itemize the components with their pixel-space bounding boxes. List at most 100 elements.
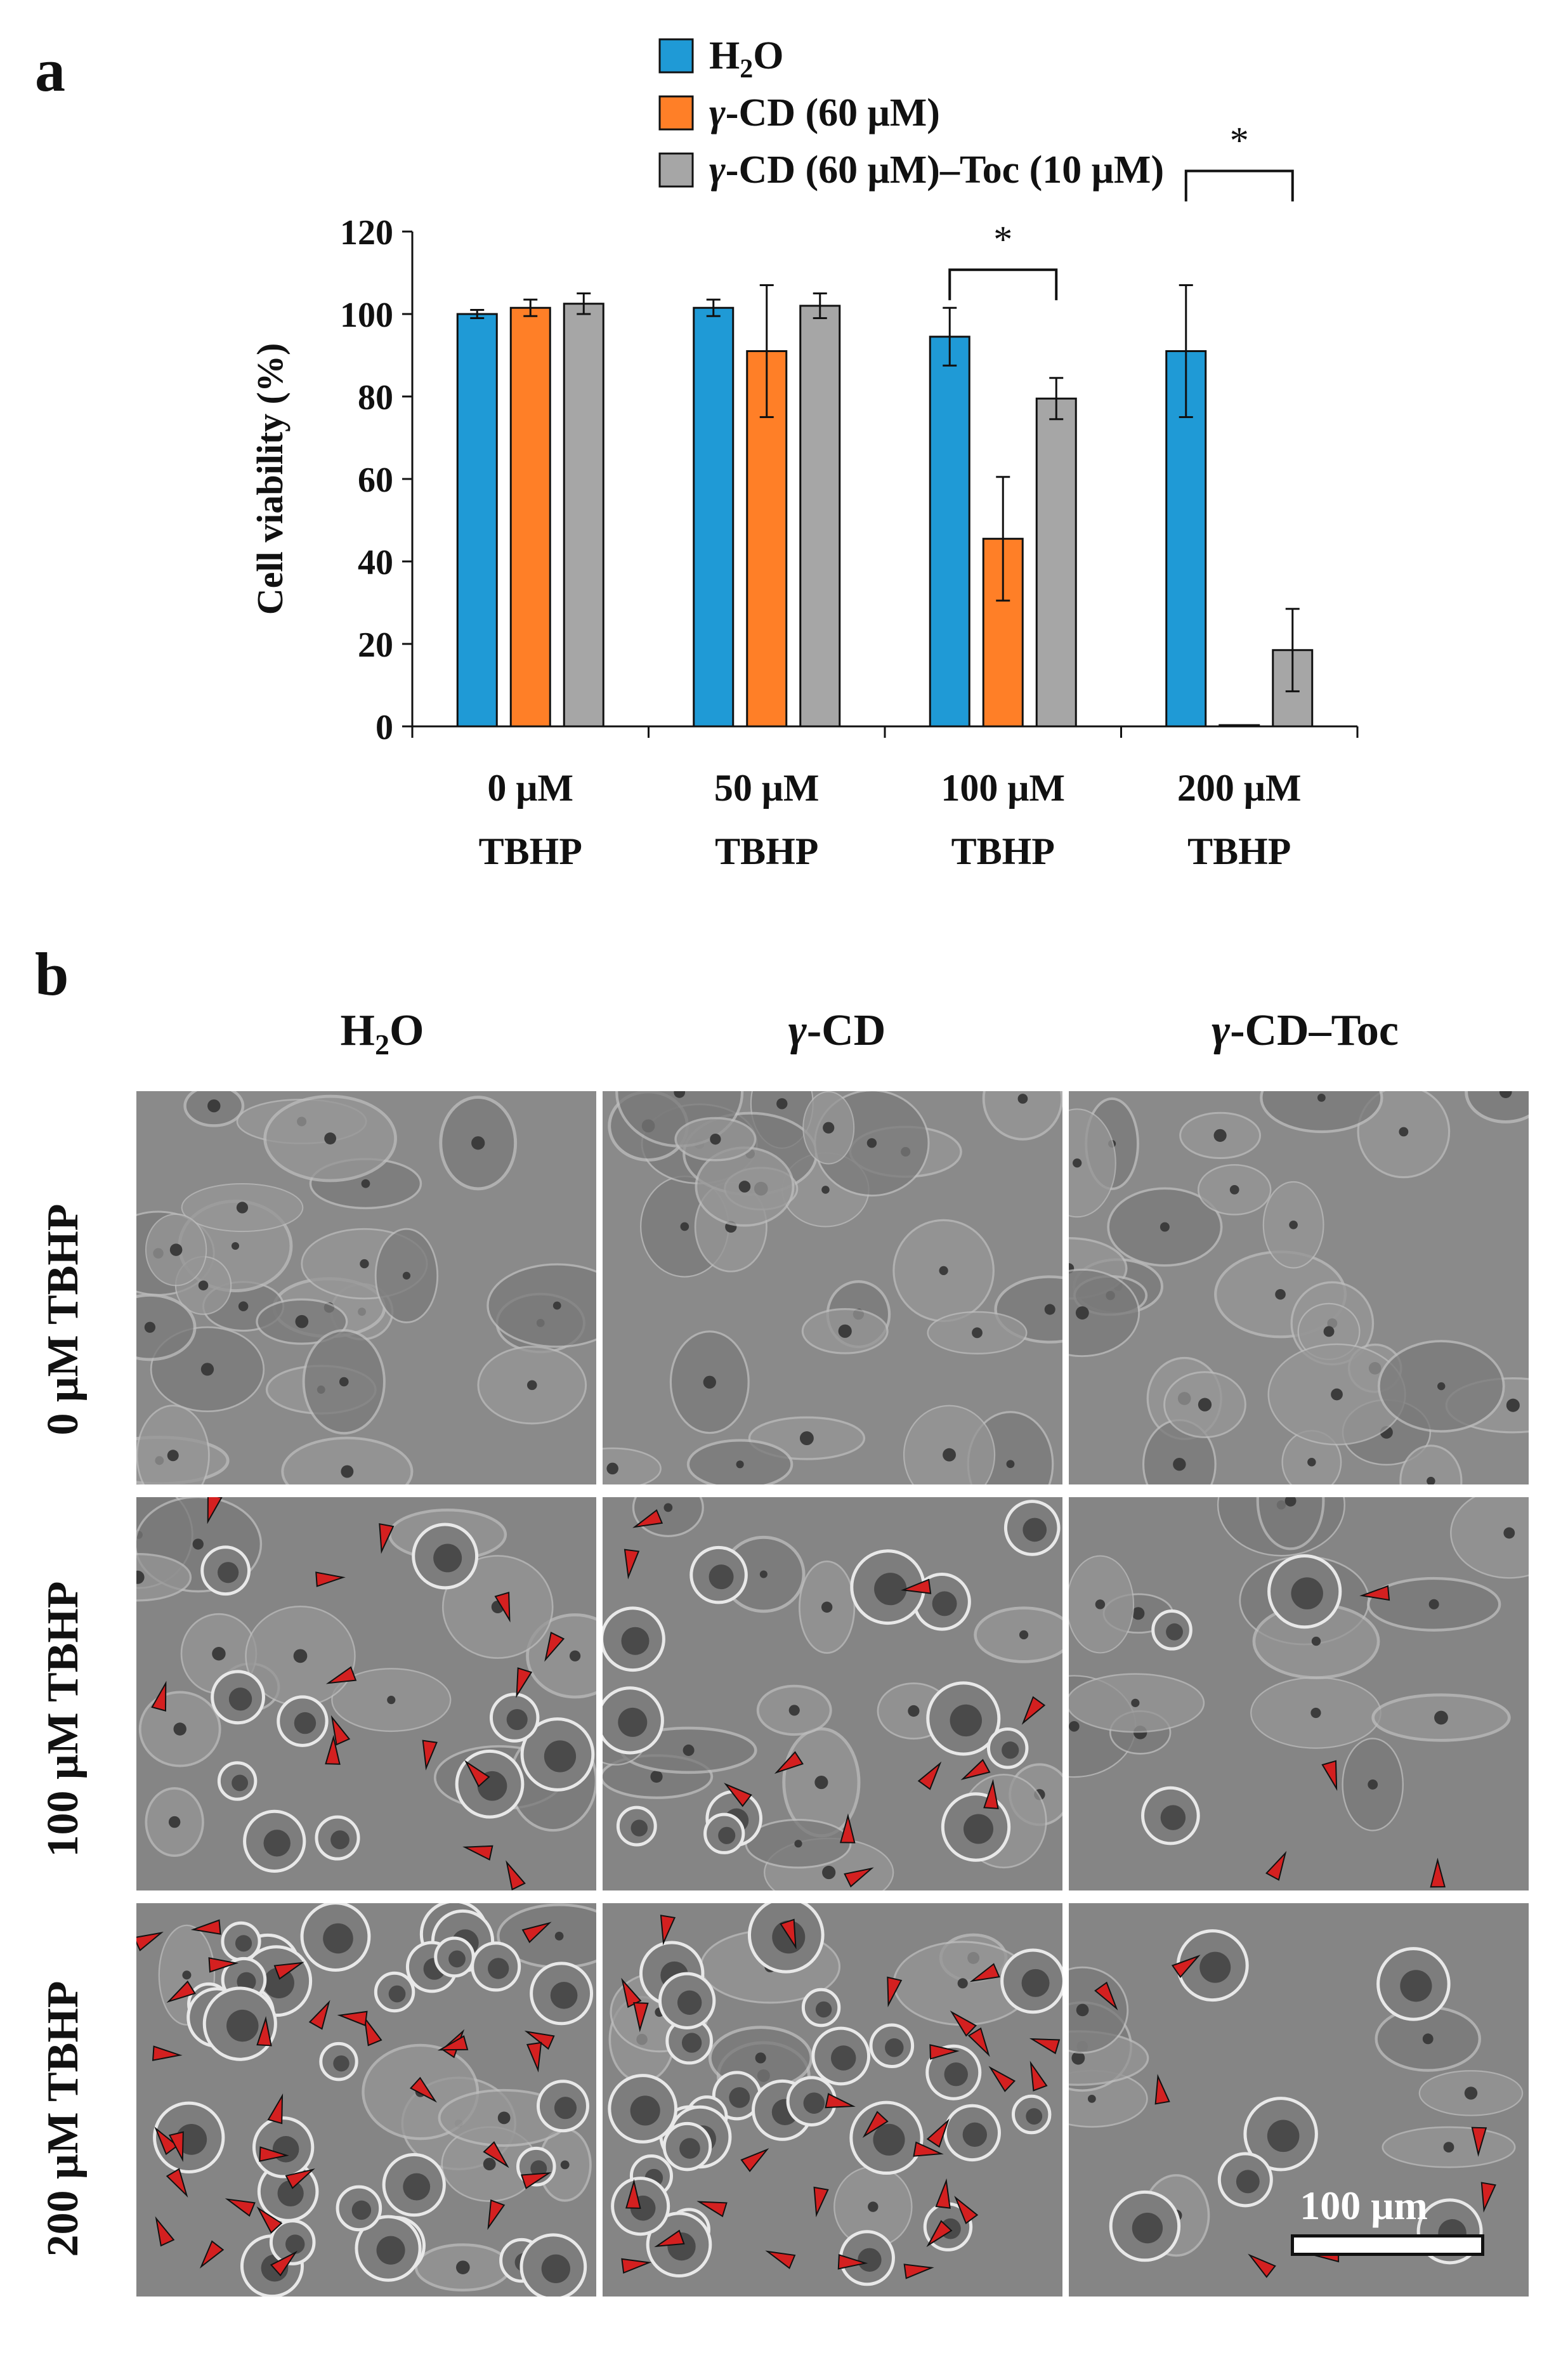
arrowhead-marker: [625, 2179, 641, 2209]
arrowhead-marker: [379, 1523, 395, 1554]
arrowhead-marker: [308, 2000, 330, 2030]
y-tick-label-60: 60: [358, 461, 393, 500]
y-tick-label-40: 40: [358, 543, 393, 582]
arrowhead-marker: [1094, 1981, 1118, 2010]
arrowhead-marker: [544, 1632, 565, 1662]
arrowhead-marker: [813, 2186, 829, 2218]
micrograph-canvas: [603, 1903, 1062, 2297]
category-label-1-line2: TBHP: [715, 830, 818, 872]
arrowhead-marker: [1471, 2126, 1487, 2157]
arrowhead-marker: [1029, 2061, 1048, 2092]
arrowhead-marker: [1265, 1851, 1287, 1881]
arrowhead-marker: [950, 2010, 977, 2037]
y-axis-label: Cell viability (%): [249, 343, 291, 615]
arrowhead-marker: [774, 1751, 804, 1774]
micrograph-r0-c2: [1069, 1091, 1529, 1484]
arrowhead-marker: [633, 2002, 649, 2033]
arrowhead-marker: [166, 1980, 196, 2003]
arrowhead-marker: [983, 1779, 999, 1809]
arrowhead-marker: [483, 2141, 509, 2168]
y-tick-label-20: 20: [358, 626, 393, 665]
significance-bracket-1: [1184, 169, 1294, 202]
arrowhead-marker: [887, 1976, 903, 2008]
arrowhead-marker: [660, 1915, 676, 1946]
arrowhead-marker: [913, 2141, 944, 2157]
arrowhead-marker: [837, 2254, 868, 2270]
arrowhead-marker: [960, 1759, 991, 1781]
bar-series2-cat1: [799, 305, 841, 728]
arrowhead-marker: [969, 1963, 1000, 1982]
panel-b-letter: b: [35, 940, 69, 1008]
bar-series1-cat0: [509, 306, 551, 728]
arrowhead-marker: [409, 2076, 437, 2103]
col-h2o-sub: 2: [375, 1028, 389, 1061]
bar-series0-cat2: [929, 336, 970, 728]
category-label-1-line1: 50 μM: [714, 767, 820, 809]
micrograph-canvas: [1069, 1091, 1529, 1484]
arrowhead-marker: [437, 2035, 469, 2051]
bar-chart: 0 20 40 60 80 100 120 Cell viability (%) 0 μM TBH…: [249, 34, 1359, 872]
arrowhead-marker: [1171, 1955, 1201, 1979]
arrowhead-marker: [422, 1740, 438, 1771]
scale-bar: [1291, 2234, 1484, 2256]
arrowhead-marker: [155, 2216, 175, 2247]
significance-star-0: *: [993, 218, 1012, 260]
legend-swatch-1: [658, 95, 694, 131]
category-label-2-line2: TBHP: [951, 830, 1055, 872]
arrowhead-marker: [839, 1813, 856, 1844]
arrowhead-marker: [225, 2198, 256, 2217]
arrowhead-marker: [926, 2220, 953, 2248]
col-gcdtoc-italic: γ: [1212, 1006, 1231, 1055]
arrowhead-marker: [917, 1761, 942, 1790]
arrowhead-marker: [337, 2010, 368, 2027]
arrowhead-marker: [166, 2168, 188, 2198]
arrowhead-marker: [273, 1962, 304, 1980]
micrograph-canvas: [1069, 1903, 1529, 2297]
arrowhead-marker: [325, 1734, 341, 1765]
arrowhead-marker: [267, 2093, 284, 2125]
arrowhead-marker: [988, 2066, 1016, 2092]
arrowhead-marker: [967, 2027, 990, 2057]
arrowhead-marker: [207, 1497, 223, 1524]
arrowhead-marker: [256, 2015, 272, 2047]
legend-swatch-0: [658, 38, 694, 74]
category-label-3-line2: TBHP: [1187, 830, 1291, 872]
column-header-h2o: H2O: [149, 1006, 615, 1061]
arrowhead-marker: [901, 1578, 932, 1594]
arrowhead-marker: [462, 1845, 493, 1861]
arrowhead-marker: [724, 1783, 752, 1807]
micrograph-r2-c0: [136, 1903, 596, 2297]
arrowhead-marker: [765, 2250, 796, 2269]
micrograph-r1-c2: [1069, 1497, 1529, 1890]
arrowhead-marker: [1321, 1760, 1338, 1791]
arrowhead-marker: [740, 2148, 769, 2173]
arrowhead-marker: [520, 2172, 552, 2189]
arrowhead-marker: [190, 1919, 221, 1935]
arrowhead-marker: [929, 2044, 960, 2060]
significance-star-1: *: [1230, 120, 1249, 162]
arrowhead-marker: [1359, 1585, 1390, 1601]
micrograph-canvas: [136, 1497, 596, 1890]
micrograph-r0-c1: [603, 1091, 1062, 1484]
arrowhead-marker: [494, 1591, 511, 1623]
arrowhead-marker: [780, 1918, 797, 1949]
column-header-gamma-cd: γ-CD: [604, 1006, 1070, 1056]
col-gcdtoc-tail: -CD–Toc: [1230, 1006, 1399, 1055]
y-tick-label-100: 100: [340, 296, 393, 335]
arrowhead-marker: [954, 2196, 979, 2225]
y-tick-label-0: 0: [376, 708, 393, 747]
arrowhead-marker: [506, 1860, 526, 1890]
arrowhead-marker: [285, 2168, 315, 2189]
micrograph-canvas: [603, 1497, 1062, 1890]
panel-a-letter: a: [35, 36, 65, 104]
bar-series2-cat0: [563, 303, 604, 728]
y-tick-label-120: 120: [340, 213, 393, 252]
arrowhead-marker: [325, 1666, 357, 1684]
arrowhead-marker: [330, 1715, 351, 1746]
arrowhead-marker: [136, 1932, 164, 1951]
arrowhead-marker: [1248, 2253, 1276, 2278]
arrowhead-marker: [1480, 2182, 1496, 2213]
legend-label-1: γ-CD (60 μM): [709, 91, 940, 134]
category-label-0-line2: TBHP: [479, 830, 582, 872]
arrowhead-marker: [696, 2201, 728, 2218]
